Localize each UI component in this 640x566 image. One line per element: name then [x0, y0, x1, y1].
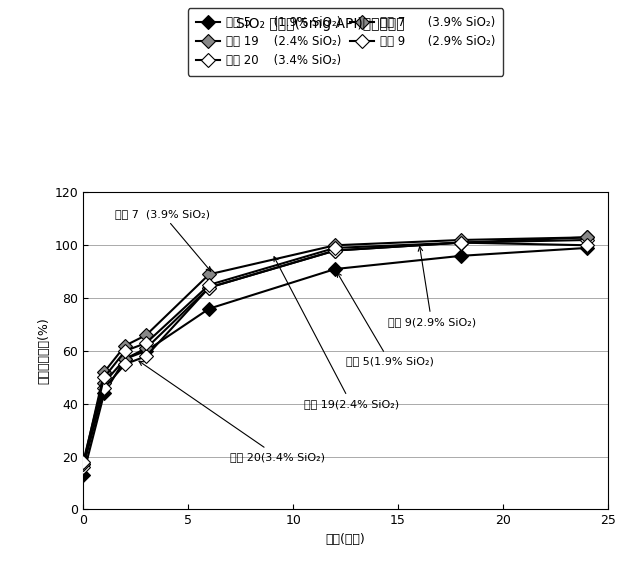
Text: SiO₂ レベル(5mg API)を含む製剤: SiO₂ レベル(5mg API)を含む製剤: [236, 17, 404, 31]
Legend: 製剤 5      (1.9% SiO₂), 製剤 19    (2.4% SiO₂), 製剤 20    (3.4% SiO₂), 製剤 7      (3.: 製剤 5 (1.9% SiO₂), 製剤 19 (2.4% SiO₂), 製剤 …: [188, 8, 504, 75]
Text: 製剤 19(2.4% SiO₂): 製剤 19(2.4% SiO₂): [274, 257, 399, 409]
Text: 製剤 7  (3.9% SiO₂): 製剤 7 (3.9% SiO₂): [115, 208, 211, 271]
Text: 製剤 5(1.9% SiO₂): 製剤 5(1.9% SiO₂): [337, 272, 433, 367]
Y-axis label: 累積薬物放出(%): 累積薬物放出(%): [37, 318, 51, 384]
X-axis label: 時間(時間): 時間(時間): [326, 533, 365, 546]
Text: 製剤 20(3.4% SiO₂): 製剤 20(3.4% SiO₂): [139, 361, 325, 462]
Text: 製剤 9(2.9% SiO₂): 製剤 9(2.9% SiO₂): [388, 247, 476, 327]
